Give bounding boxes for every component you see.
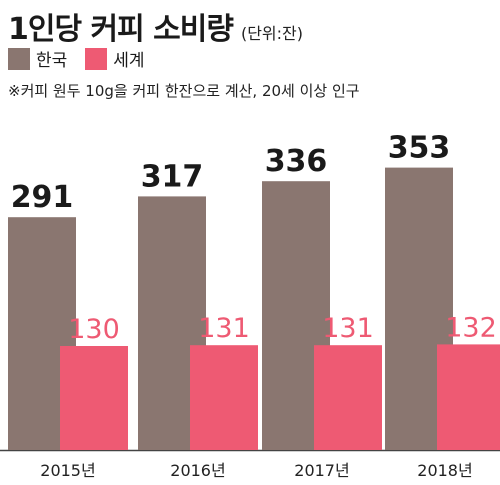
x-tick-label-3: 2018년 bbox=[417, 461, 472, 480]
value-label-korea-2: 336 bbox=[265, 144, 328, 179]
legend: 한국 세계 bbox=[8, 46, 163, 71]
value-label-world-2: 131 bbox=[322, 313, 374, 344]
x-tick-label-2: 2017년 bbox=[294, 461, 349, 480]
chart-unit: (단위:잔) bbox=[240, 24, 304, 43]
value-label-world-0: 130 bbox=[68, 314, 120, 345]
value-label-world-3: 132 bbox=[445, 312, 497, 343]
legend-label-world: 세계 bbox=[113, 51, 145, 71]
value-label-korea-1: 317 bbox=[141, 159, 204, 194]
chart-title: 1인당 커피 소비량 bbox=[8, 12, 234, 47]
bar-world-1 bbox=[190, 345, 258, 450]
value-label-korea-3: 353 bbox=[388, 131, 451, 166]
x-tick-label-0: 2015년 bbox=[40, 461, 95, 480]
bar-world-3 bbox=[437, 344, 500, 450]
legend-item-world: 세계 bbox=[85, 46, 145, 71]
legend-label-korea: 한국 bbox=[36, 51, 68, 71]
bar-world-2 bbox=[314, 345, 382, 450]
value-label-world-1: 131 bbox=[198, 313, 250, 344]
bar-world-0 bbox=[60, 346, 128, 450]
legend-swatch-korea bbox=[8, 47, 30, 70]
chart-header: 1인당 커피 소비량 (단위:잔) bbox=[8, 4, 303, 48]
x-tick-label-1: 2016년 bbox=[170, 461, 225, 480]
legend-swatch-world bbox=[85, 47, 108, 70]
chart-note: ※커피 원두 10g을 커피 한잔으로 계산, 20세 이상 인구 bbox=[8, 82, 360, 100]
legend-item-korea: 한국 bbox=[8, 46, 67, 71]
value-label-korea-0: 291 bbox=[11, 180, 74, 215]
